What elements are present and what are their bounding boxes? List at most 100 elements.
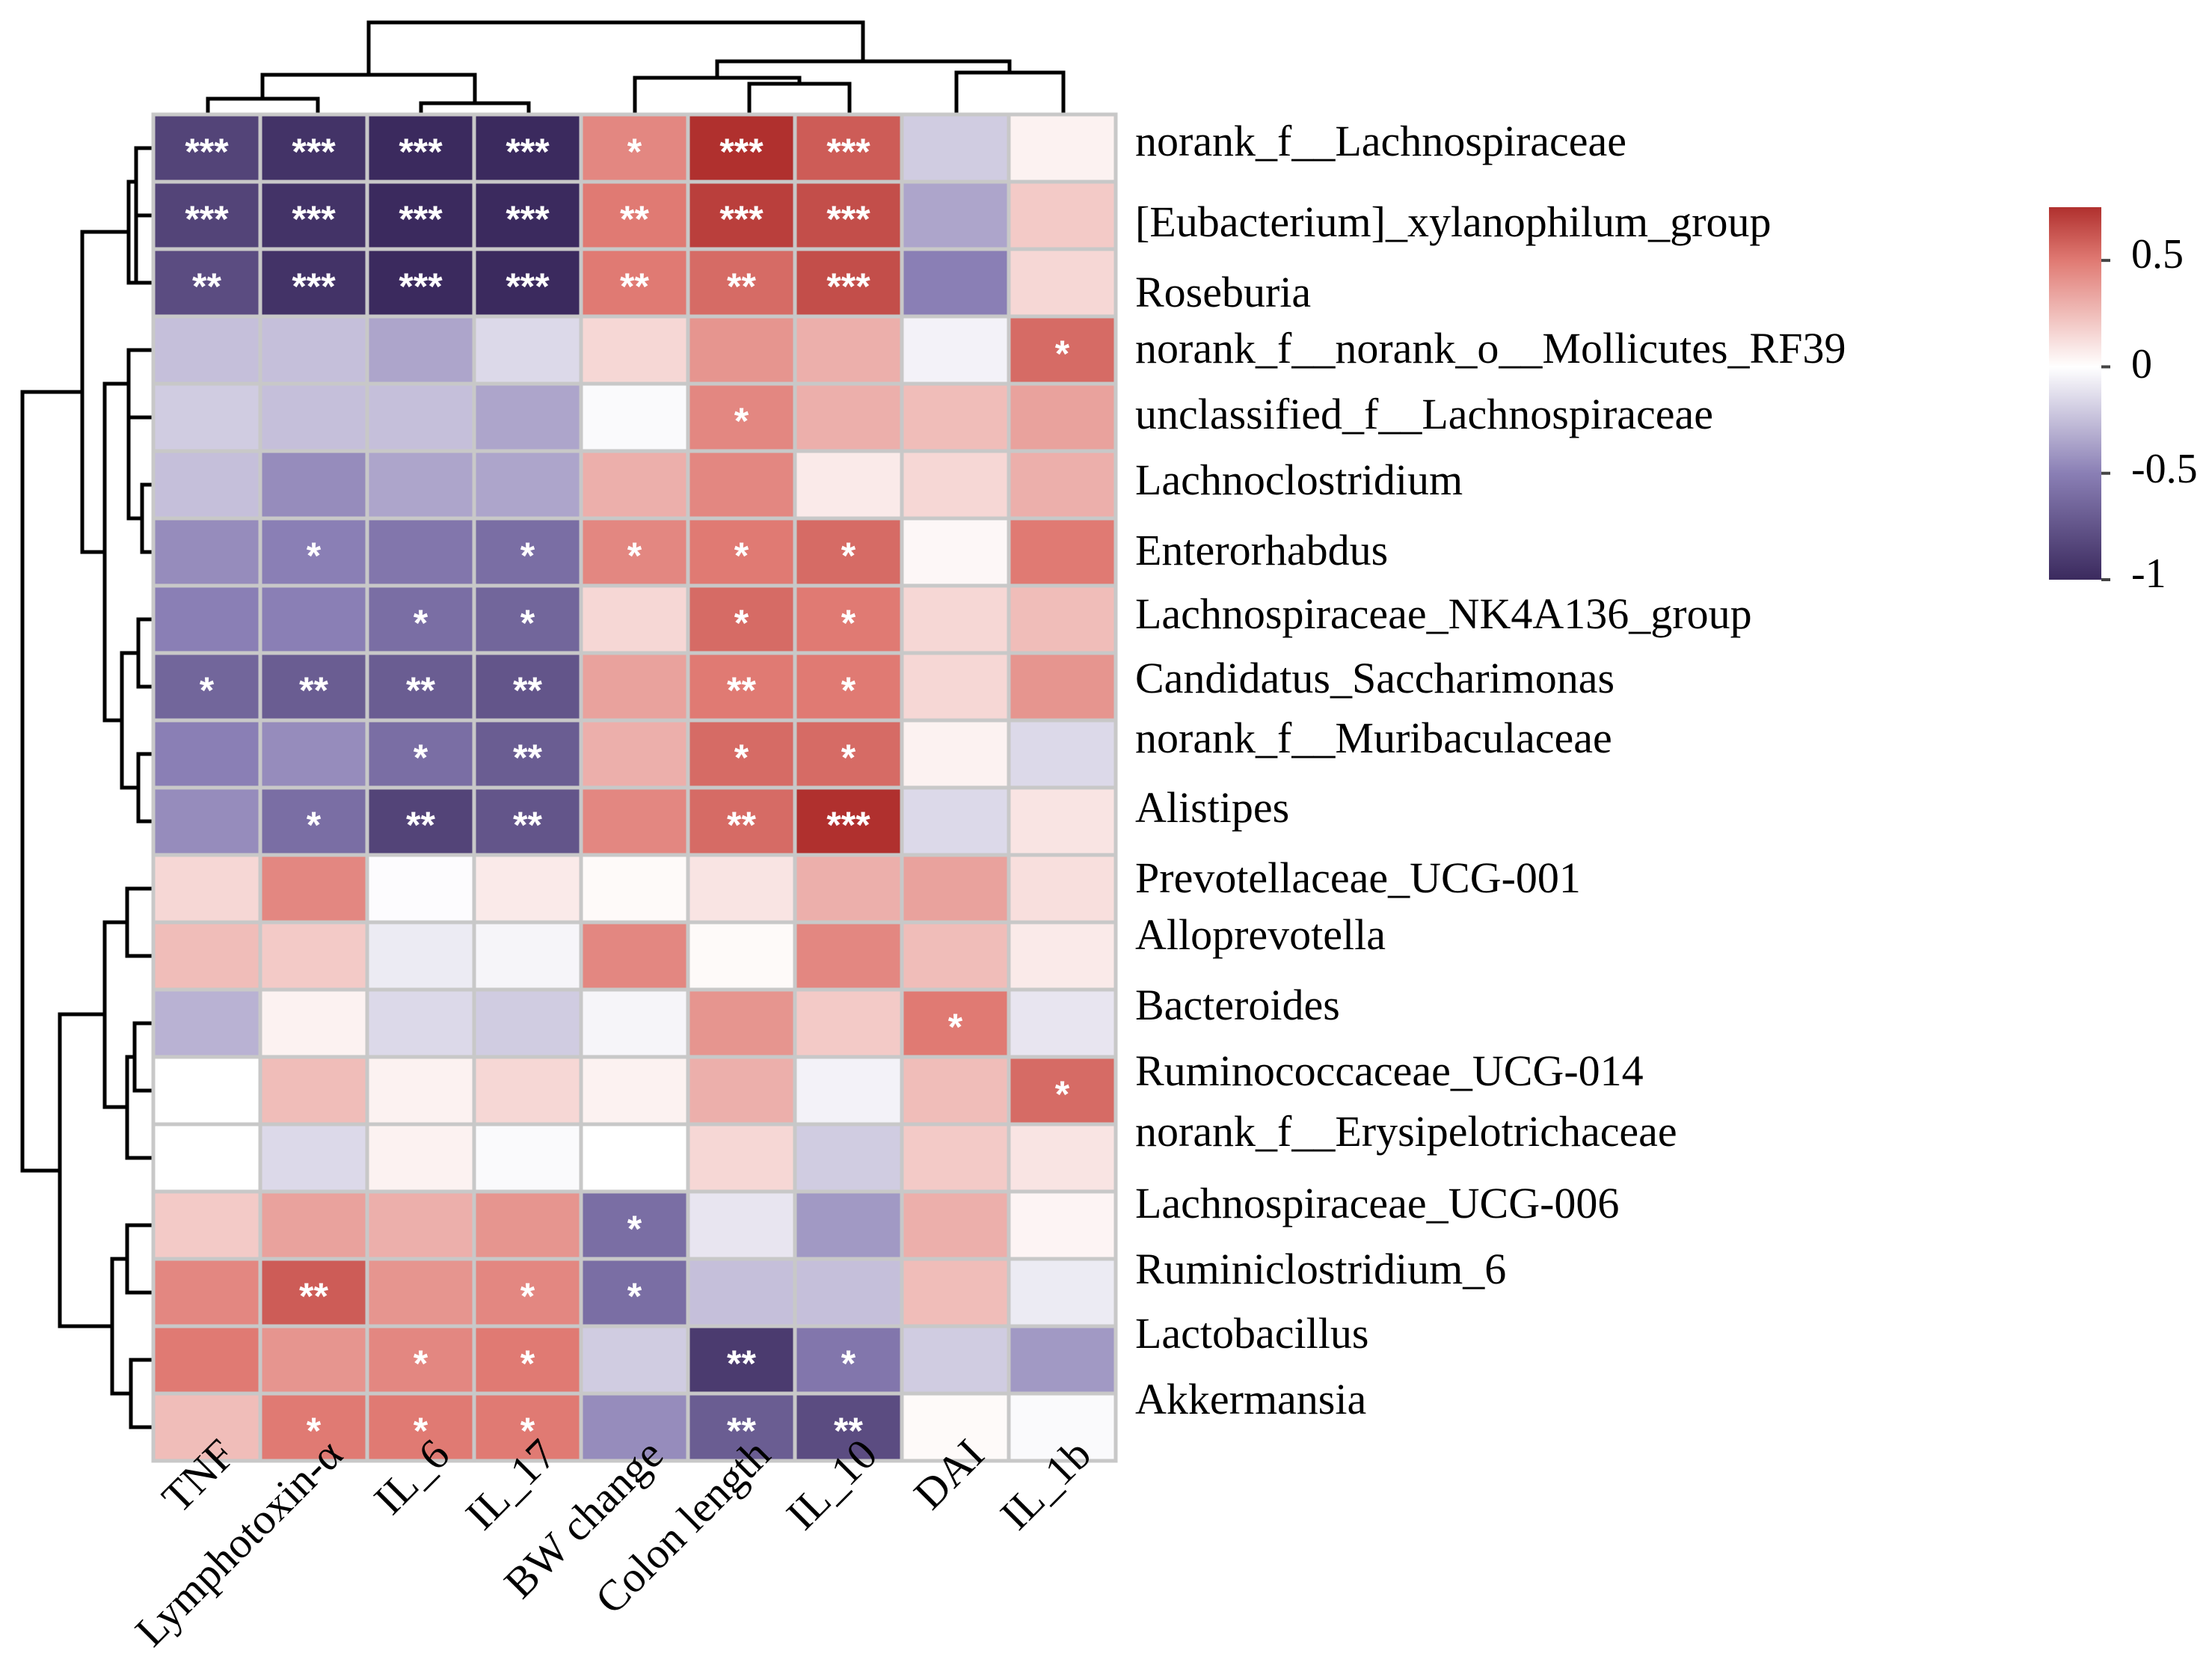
- significance-marker: *: [520, 535, 535, 577]
- heatmap-cell: [472, 1189, 583, 1261]
- significance-marker: *: [1055, 1073, 1070, 1115]
- heatmap-cell: [900, 1324, 1011, 1396]
- heatmap-cell: [258, 247, 369, 319]
- heatmap-cell: [365, 853, 476, 925]
- heatmap-cell: [1007, 583, 1118, 655]
- heatmap-cell: [1007, 1257, 1118, 1328]
- heatmap-cell: [151, 853, 262, 925]
- heatmap-cell: [793, 314, 904, 386]
- heatmap-cell: [365, 314, 476, 386]
- heatmap-cell: [365, 381, 476, 453]
- significance-marker: *: [734, 400, 749, 442]
- heatmap-cell: [579, 1055, 690, 1126]
- heatmap-cell: [472, 1122, 583, 1194]
- significance-marker: *: [520, 602, 535, 644]
- colorbar-legend: 0.5 0 -0.5 -1: [2049, 207, 2198, 597]
- heatmap-cell: [258, 853, 369, 925]
- significance-marker: **: [513, 737, 542, 779]
- heatmap-cell: [686, 1257, 797, 1328]
- significance-marker: **: [727, 804, 756, 846]
- significance-marker: *: [841, 669, 856, 711]
- heatmap-cell: [1007, 1324, 1118, 1396]
- heatmap-cell: [579, 381, 690, 453]
- heatmap-cell: [579, 449, 690, 521]
- heatmap-cell: [900, 583, 1011, 655]
- heatmap-cell: [579, 718, 690, 790]
- colorbar-tick-label: -1: [2131, 551, 2166, 597]
- heatmap-cell: [579, 1122, 690, 1194]
- heatmap-cell: [900, 449, 1011, 521]
- heatmap-cell: [258, 1189, 369, 1261]
- heatmap-cell: [258, 1122, 369, 1194]
- heatmap-cell: [472, 853, 583, 925]
- heatmap-cell: [151, 1324, 262, 1396]
- heatmap-cell: [900, 987, 1011, 1059]
- significance-marker: **: [620, 198, 649, 240]
- heatmap-cell: [151, 920, 262, 992]
- significance-marker: *: [307, 1410, 322, 1452]
- significance-marker: ***: [506, 198, 550, 240]
- heatmap-cell: [151, 381, 262, 453]
- row-dendrogram: [20, 146, 153, 1429]
- heatmap-cell: [686, 314, 797, 386]
- significance-marker: ***: [719, 131, 764, 173]
- heatmap-cell: [151, 1257, 262, 1328]
- significance-marker: ***: [292, 198, 336, 240]
- heatmap-cell: [579, 785, 690, 857]
- heatmap-cell: [579, 180, 690, 251]
- heatmap-cell: [151, 785, 262, 857]
- heatmap-cell: [900, 718, 1011, 790]
- significance-marker: **: [834, 1410, 863, 1452]
- heatmap-cell: [793, 920, 904, 992]
- heatmap-cell: [151, 583, 262, 655]
- row-label: Enterorhabdus: [1135, 526, 1388, 574]
- heatmap-cell: [1007, 987, 1118, 1059]
- heatmap-cell: [900, 1122, 1011, 1194]
- heatmap-cell: [258, 1055, 369, 1126]
- heatmap-cell: [579, 987, 690, 1059]
- significance-marker: ***: [185, 131, 229, 173]
- heatmap-cell: [1007, 1189, 1118, 1261]
- heatmap-cell: [151, 1122, 262, 1194]
- heatmap-cell: [258, 583, 369, 655]
- heatmap-cell: [579, 651, 690, 723]
- heatmap-cell: [793, 853, 904, 925]
- heatmap-cell: [579, 1391, 690, 1463]
- significance-marker: *: [627, 131, 642, 173]
- heatmap-cell: [1007, 1122, 1118, 1194]
- significance-marker: *: [734, 602, 749, 644]
- heatmap-cell: [900, 180, 1011, 251]
- significance-marker: *: [520, 1343, 535, 1385]
- row-label: Bacteroides: [1135, 981, 1340, 1029]
- colorbar-ticks: [2101, 259, 2110, 581]
- heatmap-cell: [686, 583, 797, 655]
- heatmap-cell: [579, 247, 690, 319]
- heatmap-cell: [472, 1391, 583, 1463]
- row-label: Alloprevotella: [1135, 910, 1386, 959]
- significance-marker: **: [299, 669, 328, 711]
- significance-marker: *: [520, 1410, 535, 1452]
- heatmap-cell: [1007, 449, 1118, 521]
- significance-marker: *: [841, 535, 856, 577]
- row-label: Akkermansia: [1135, 1375, 1366, 1423]
- significance-marker: *: [1055, 333, 1070, 375]
- heatmap-cell: [365, 1189, 476, 1261]
- heatmap-cell: [900, 516, 1011, 588]
- heatmap-cell: [793, 449, 904, 521]
- heatmap-cell: [900, 1189, 1011, 1261]
- significance-marker: ***: [399, 266, 443, 307]
- heatmap-cell: [365, 449, 476, 521]
- heatmap-cell: [900, 314, 1011, 386]
- significance-marker: **: [513, 804, 542, 846]
- significance-marker: **: [406, 669, 435, 711]
- significance-marker: *: [627, 1208, 642, 1250]
- colorbar-tick-label: -0.5: [2131, 446, 2198, 492]
- heatmap-cell: [365, 987, 476, 1059]
- significance-marker: *: [414, 737, 428, 779]
- significance-marker: *: [627, 535, 642, 577]
- heatmap-cell: [793, 381, 904, 453]
- heatmap-cell: [365, 180, 476, 251]
- heatmap-cell: [1007, 516, 1118, 588]
- heatmap-cell: [1007, 718, 1118, 790]
- significance-marker: ***: [826, 131, 870, 173]
